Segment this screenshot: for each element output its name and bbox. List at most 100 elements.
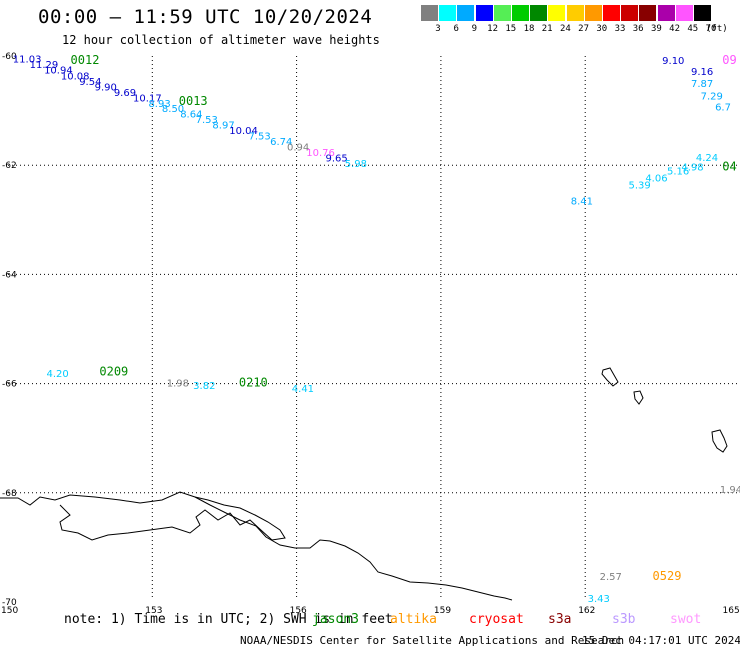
wave-height-value: 3.82	[193, 381, 215, 392]
page-subtitle: 12 hour collection of altimeter wave hei…	[62, 33, 380, 47]
wave-height-value: 0.94	[287, 142, 309, 153]
legend-swatch	[639, 5, 657, 21]
footnote-text: note: 1) Time is in UTC; 2) SWH is in fe…	[64, 612, 393, 627]
legend-swatch	[621, 5, 639, 21]
legend-label: 27	[578, 24, 590, 34]
wave-height-value: 10.94	[44, 65, 73, 76]
legend-swatch	[584, 5, 602, 21]
island-3	[711, 429, 728, 453]
legend-swatch	[530, 5, 548, 21]
legend-swatch	[548, 5, 566, 21]
wave-height-value: 9.69	[114, 88, 136, 99]
legend-label: 12	[487, 24, 499, 34]
coastline-ice-shelf	[59, 496, 286, 541]
wave-height-value: 8.97	[212, 121, 234, 132]
lat-label: -60	[2, 52, 17, 62]
wave-height-value: 1.94	[720, 485, 740, 496]
time-label: 09	[722, 53, 736, 67]
legend-swatch	[675, 5, 693, 21]
legend-swatch	[475, 5, 493, 21]
legend-swatch	[421, 5, 438, 21]
wave-height-value: 4.41	[292, 384, 314, 395]
wave-height-value: 9.10	[662, 56, 684, 67]
wave-height-value: 7.53	[249, 132, 271, 143]
legend-swatch	[657, 5, 675, 21]
wave-height-value: 10.04	[229, 126, 258, 137]
satellite-s3a: s3a	[548, 612, 572, 627]
lon-label: 153	[145, 606, 162, 616]
legend-swatch	[566, 5, 584, 21]
observation-times: 0012 0013 0209 0210 04 09 0529	[71, 53, 737, 583]
wave-height-value: 9.16	[691, 67, 713, 78]
time-label: 0012	[71, 53, 100, 67]
wave-height-value: 7.29	[701, 92, 723, 103]
legend-label: 70	[705, 24, 717, 34]
lat-label: -70	[2, 598, 17, 608]
time-label: 0209	[99, 364, 128, 378]
legend-label: 30	[596, 24, 608, 34]
wave-height-value: 8.50	[162, 104, 184, 115]
wave-height-value: 10.76	[306, 148, 335, 159]
legend-swatch	[493, 5, 511, 21]
wave-height-value: 5.16	[667, 166, 689, 177]
lon-label: 156	[290, 606, 307, 616]
wave-height-value: 5.98	[345, 159, 367, 170]
wave-height-value: 8.64	[180, 110, 202, 121]
legend-label: 3	[435, 24, 441, 34]
legend-label: 42	[669, 24, 681, 34]
satellite-s3b: s3b	[612, 612, 636, 627]
credit-line: NOAA/NESDIS Center for Satellite Applica…	[240, 634, 625, 647]
wave-height-value: 11.03	[13, 55, 42, 66]
time-label: 0529	[653, 569, 682, 583]
legend-swatch	[439, 5, 457, 21]
wave-height-value: 2.57	[600, 572, 622, 583]
time-label: 04	[722, 160, 736, 174]
lon-label: 165	[723, 606, 740, 616]
wave-height-value: 11.29	[30, 60, 59, 71]
wave-height-observations: 11.0311.2910.9410.089.549.909.6910.178.9…	[13, 55, 740, 605]
page-title: 00:00 – 11:59 UTC 10/20/2024	[38, 6, 373, 28]
lon-label: 150	[1, 606, 18, 616]
generated-timestamp: 15 Dec 04:17:01 UTC 2024	[582, 634, 740, 647]
legend-label: 6	[453, 24, 459, 34]
coastline-mainland	[0, 491, 513, 601]
wave-height-value: 9.65	[325, 153, 347, 164]
lat-label: -64	[2, 270, 17, 280]
legend-label: 21	[541, 24, 553, 34]
satellite-altika: altika	[390, 612, 437, 627]
color-scale-legend: 3 6 9 12 15 18 21 24 27 30 33 36 39 42 45 70 (ft)	[421, 4, 729, 38]
wave-height-value: 4.06	[645, 174, 667, 185]
legend-unit: (ft)	[706, 24, 728, 34]
coastline	[0, 367, 728, 601]
wave-height-value: 5.39	[628, 181, 650, 192]
legend-label: 9	[471, 24, 478, 34]
island-1	[601, 367, 619, 387]
footnote: note: 1) Time is in UTC; 2) SWH is in fe…	[64, 612, 701, 627]
legend-swatch	[512, 5, 529, 21]
legend-label: 33	[614, 24, 626, 34]
legend-label: 45	[687, 24, 699, 34]
legend-swatch	[694, 5, 711, 21]
time-label: 0013	[179, 94, 208, 108]
wave-height-value: 1.98	[167, 378, 189, 389]
legend-label: 39	[650, 24, 662, 34]
wave-height-value: 7.53	[196, 115, 218, 126]
wave-height-value: 3.43	[588, 594, 610, 605]
legend-label: 24	[559, 24, 571, 34]
legend-label: 15	[505, 24, 517, 34]
wave-height-value: 6.7	[715, 103, 731, 114]
wave-height-value: 9.54	[79, 77, 101, 88]
wave-height-value: 4.98	[681, 163, 703, 174]
lat-label: -62	[2, 161, 17, 171]
wave-height-value: 4.24	[696, 153, 718, 164]
wave-height-value: 8.93	[148, 99, 170, 110]
satellite-cryosat: cryosat	[469, 612, 524, 627]
wave-height-value: 9.90	[95, 82, 117, 93]
time-label: 0210	[239, 375, 268, 389]
wave-height-value: 6.74	[270, 137, 292, 148]
legend-swatch	[457, 5, 475, 21]
lon-label: 159	[434, 606, 451, 616]
legend-swatch	[603, 5, 620, 21]
